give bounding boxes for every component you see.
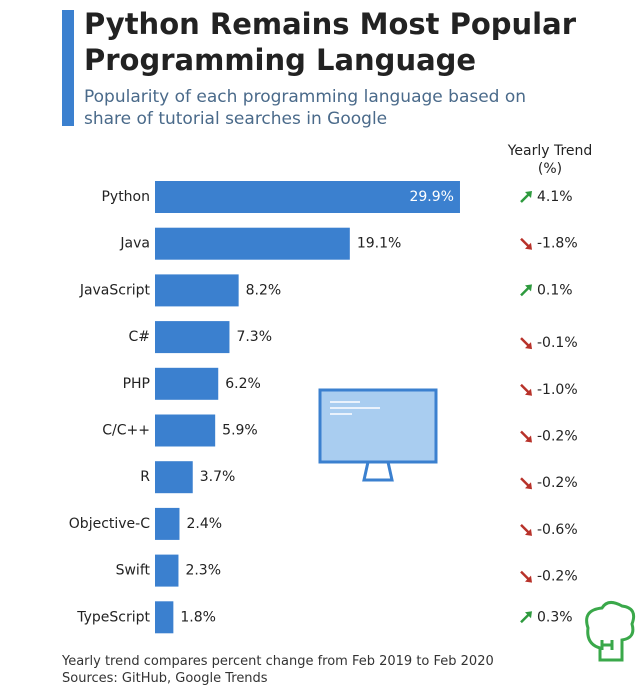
category-label: PHP [123, 376, 150, 392]
trend-arrow [520, 383, 532, 396]
trend-arrow-head [525, 284, 532, 292]
trend-label: -1.0% [537, 382, 578, 398]
category-label: C/C++ [102, 423, 150, 439]
trend-header: Yearly Trend (%) [507, 143, 593, 177]
value-label: 2.3% [185, 563, 221, 579]
title-accent [62, 10, 74, 126]
trend-arrow [520, 337, 532, 350]
trend-arrow-head [525, 482, 532, 490]
chart-subtitle: Popularity of each programming language … [84, 87, 527, 129]
trend-arrow-head [525, 242, 532, 250]
trend-label: -1.8% [537, 236, 578, 252]
source: Sources: GitHub, Google Trends [62, 671, 268, 686]
trend-label: -0.1% [537, 335, 578, 351]
trend-label: 0.3% [537, 609, 573, 625]
chart-title: Python Remains Most Popular Programming … [84, 7, 576, 77]
trend-arrow-head [525, 611, 532, 619]
trend-arrow [520, 237, 532, 250]
value-label: 6.2% [225, 376, 261, 392]
note: Yearly trend compares percent change fro… [62, 654, 494, 669]
trend-arrow [520, 191, 532, 203]
bar [155, 181, 460, 213]
category-label: Swift [116, 563, 151, 579]
category-label: R [140, 469, 150, 485]
trend-arrow-head [525, 575, 532, 583]
bar [155, 367, 219, 400]
trend-label: -0.6% [537, 522, 578, 538]
trend-label: -0.2% [537, 475, 578, 491]
value-label: 19.1% [357, 236, 401, 252]
bar [155, 227, 350, 260]
bar [155, 601, 174, 634]
bar [155, 461, 193, 494]
logo [585, 601, 636, 662]
trend-arrow-head [525, 435, 532, 443]
value-label: 29.9% [409, 189, 453, 205]
trend-arrow-head [525, 528, 532, 536]
bar [155, 321, 230, 354]
monitor-icon [318, 388, 438, 482]
value-label: 3.7% [200, 469, 236, 485]
trend-label: 4.1% [537, 189, 573, 205]
trend-arrow [520, 611, 532, 624]
bar [155, 414, 216, 447]
trend-arrow [520, 430, 532, 443]
category-label: Objective-C [69, 516, 150, 532]
trend-label: -0.2% [537, 429, 578, 445]
trend-arrow [520, 570, 532, 583]
trend-arrow [520, 524, 532, 536]
trend-arrow [520, 284, 532, 297]
category-label: JavaScript [79, 282, 151, 298]
trend-arrow [520, 477, 532, 490]
value-label: 7.3% [236, 329, 272, 345]
value-label: 1.8% [180, 609, 216, 625]
trend-label: 0.1% [537, 282, 573, 298]
category-label: C# [128, 329, 150, 345]
value-label: 8.2% [246, 282, 282, 298]
trend-arrow-head [525, 191, 532, 198]
trend-label: -0.2% [537, 569, 578, 585]
bar [155, 507, 180, 540]
trend-arrow-head [525, 342, 532, 350]
bar [155, 554, 179, 587]
category-label: Java [119, 236, 150, 252]
value-label: 5.9% [222, 423, 258, 439]
category-label: TypeScript [76, 609, 150, 625]
trend-arrow-head [525, 388, 532, 396]
category-label: Python [101, 189, 150, 205]
value-label: 2.4% [186, 516, 222, 532]
bar [155, 274, 239, 307]
